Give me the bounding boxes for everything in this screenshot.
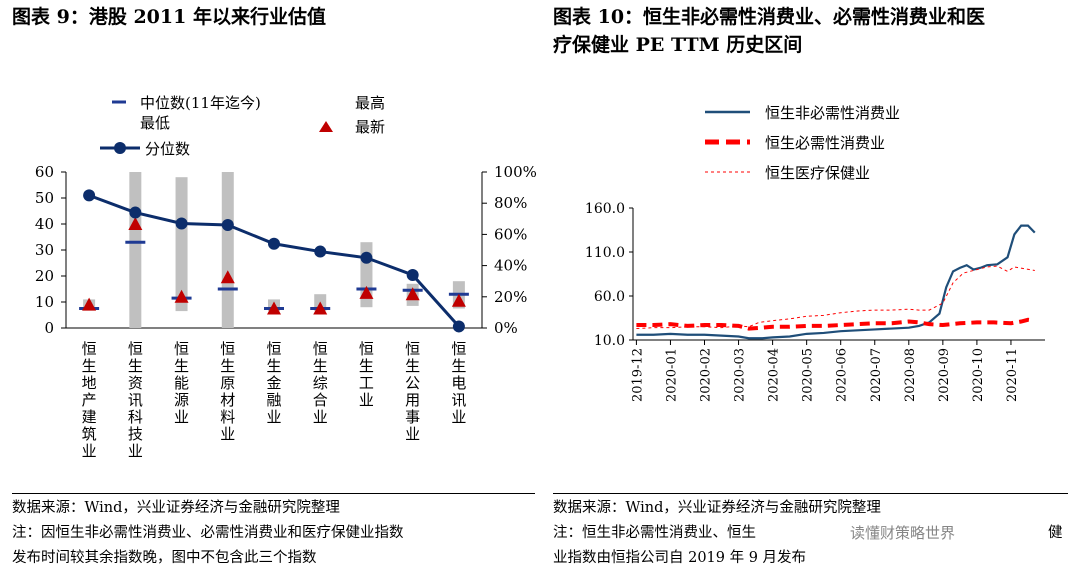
y-tick-label: 160.0 <box>585 201 625 217</box>
category-label: 恒生资讯科技业 <box>128 340 143 460</box>
legend-latest-label: 最新 <box>355 118 385 136</box>
right-y-tick-label: 40% <box>494 257 527 275</box>
range-bar <box>175 177 188 312</box>
right-plot-area: 10.0 60.0 110.0 160.0 2019-12 2020-01 2020-02 2… <box>585 201 1045 402</box>
x-tick-label: 2020-05 <box>801 348 816 402</box>
right-note-line-2: 业指数由恒指公司自 2019 年 9 月发布 <box>553 550 807 566</box>
watermark-text: 读懂财策略世界 <box>850 524 956 542</box>
latest-marker <box>128 217 143 230</box>
y-tick-label: 10.0 <box>594 333 625 349</box>
percentile-dot <box>129 206 142 219</box>
x-tick-label: 2019-12 <box>630 348 645 402</box>
left-source: 数据来源：Wind，兴业证券经济与金融研究院整理 <box>12 500 340 516</box>
x-tick-label: 2020-09 <box>937 348 952 402</box>
legend-low-label: 最低 <box>140 114 170 132</box>
percentile-dot <box>360 251 373 264</box>
left-legend: 中位数(11年迄今) 最高 最低 最新 分位数 <box>100 94 385 158</box>
left-chart-title: 图表 9：港股 2011 年以来行业估值 <box>12 6 326 28</box>
legend-latest-marker <box>319 121 333 132</box>
legend-staples-label: 恒生必需性消费业 <box>765 134 885 152</box>
legend-percentile-dot <box>114 142 126 154</box>
left-divider <box>12 493 535 494</box>
latest-marker <box>267 301 281 315</box>
left-y-tick-label: 20 <box>35 267 54 285</box>
x-tick-label: 2020-06 <box>835 348 850 402</box>
right-legend: 恒生非必需性消费业 恒生必需性消费业 恒生医疗保健业 <box>705 104 900 182</box>
percentile-dot <box>268 237 280 250</box>
legend-discretionary-label: 恒生非必需性消费业 <box>765 104 900 122</box>
left-y-tick-label: 40 <box>35 215 54 233</box>
left-note-line-2: 发布时间较其余指数晚，图中不包含此三个指数 <box>12 550 317 566</box>
right-note-line-1: 注：恒生非必需性消费业、恒生 <box>553 525 756 541</box>
left-note-line-1: 注：因恒生非必需性消费业、必需性消费业和医疗保健业指数 <box>12 525 404 541</box>
x-tick-label: 2020-07 <box>869 348 884 402</box>
right-chart-title-line-2: 疗保健业 PE TTM 历史区间 <box>553 34 803 56</box>
series-line-1 <box>636 317 1036 331</box>
right-chart: 恒生非必需性消费业 恒生必需性消费业 恒生医疗保健业 10.0 60.0 110.0… <box>585 104 1045 402</box>
latest-marker <box>313 301 328 315</box>
category-label: 恒生金融业 <box>266 340 281 426</box>
category-label: 恒生综合业 <box>313 340 328 426</box>
x-tick-label: 2020-11 <box>1005 348 1020 402</box>
category-label: 恒生工业 <box>359 340 374 409</box>
latest-marker <box>405 287 420 301</box>
x-tick-label: 2020-01 <box>664 348 679 402</box>
x-tick-label: 2020-04 <box>767 348 782 402</box>
percentile-dot <box>83 189 96 202</box>
percentile-dot <box>314 245 327 258</box>
x-tick-label: 2020-02 <box>699 348 714 402</box>
legend-median-label: 中位数(11年迄今) <box>140 94 261 112</box>
left-y-tick-label: 0 <box>44 319 54 337</box>
series-line-0 <box>636 224 1036 340</box>
x-tick-label: 2020-08 <box>903 348 918 402</box>
latest-marker <box>220 270 235 284</box>
latest-marker <box>359 285 374 299</box>
right-note-line-1-tail: 健 <box>1048 525 1063 541</box>
right-y-tick-label: 80% <box>494 194 527 212</box>
left-y-tick-label: 30 <box>35 241 54 259</box>
latest-marker <box>82 297 97 311</box>
category-label: 恒生能源业 <box>174 340 189 426</box>
range-bar <box>129 172 142 328</box>
right-chart-title-line-1: 图表 10：恒生非必需性消费业、必需性消费业和医 <box>553 6 986 28</box>
left-y-tick-label: 10 <box>35 293 54 311</box>
percentile-dot <box>406 268 419 281</box>
right-y-tick-label: 100% <box>494 163 537 181</box>
left-plot-area: 0 10 20 30 40 50 60 0% 20% 40% 60% 80% 100% 恒生地产建筑业 恒生… <box>35 163 537 460</box>
right-y-tick-label: 60% <box>494 225 527 243</box>
legend-percentile-label: 分位数 <box>145 140 190 158</box>
category-label: 恒生公用事业 <box>405 340 420 443</box>
x-tick-label: 2020-03 <box>733 348 748 402</box>
x-tick-label: 2020-10 <box>971 348 986 402</box>
y-tick-label: 60.0 <box>594 289 625 305</box>
legend-high-label: 最高 <box>355 94 385 112</box>
latest-marker <box>174 289 189 303</box>
percentile-dot <box>175 217 188 230</box>
right-y-tick-label: 20% <box>494 288 527 306</box>
left-y-tick-label: 50 <box>35 189 54 207</box>
right-source: 数据来源：Wind，兴业证券经济与金融研究院整理 <box>553 500 881 516</box>
percentile-dot <box>221 219 234 232</box>
series-line-2 <box>636 265 1035 330</box>
legend-healthcare-label: 恒生医疗保健业 <box>765 164 870 182</box>
left-chart: 中位数(11年迄今) 最高 最低 最新 分位数 0 10 20 30 40 50 60 0% 2… <box>35 94 537 460</box>
category-label: 恒生地产建筑业 <box>82 340 97 460</box>
y-tick-label: 110.0 <box>585 245 625 261</box>
latest-marker <box>451 293 466 307</box>
range-bar <box>221 172 234 328</box>
left-y-tick-label: 60 <box>35 163 54 181</box>
right-divider <box>553 493 1068 494</box>
category-label: 恒生原材料业 <box>220 340 235 443</box>
category-label: 恒生电讯业 <box>451 340 466 426</box>
percentile-dot <box>452 320 465 333</box>
right-y-tick-label: 0% <box>494 319 518 337</box>
